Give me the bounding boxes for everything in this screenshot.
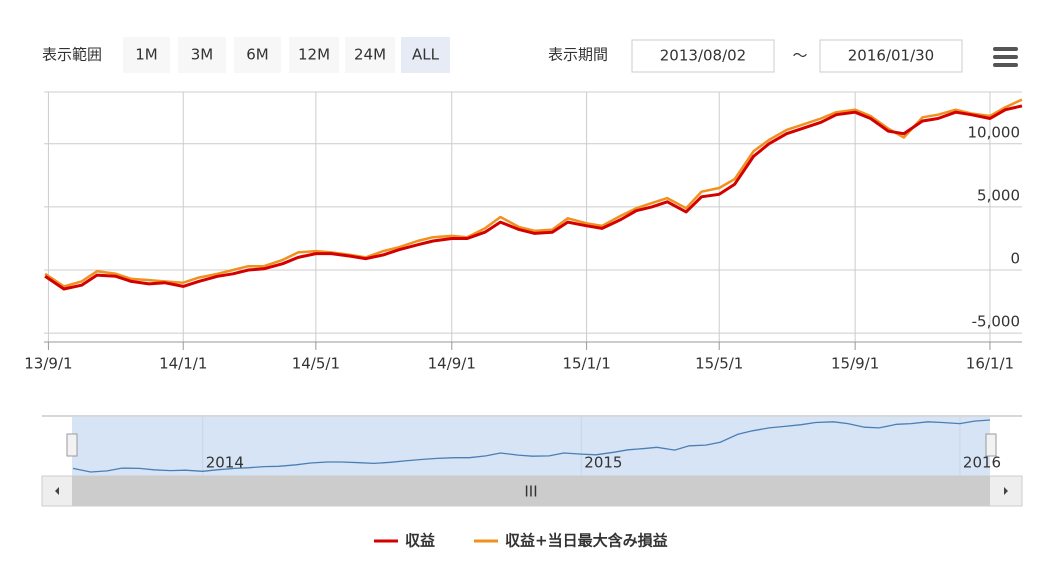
- menu-bar[interactable]: [993, 63, 1018, 67]
- range-button[interactable]: [178, 37, 226, 73]
- navigator-handle[interactable]: [66, 433, 78, 457]
- menu-bar[interactable]: [993, 47, 1018, 51]
- menu-bar[interactable]: [993, 55, 1018, 59]
- from-input[interactable]: [631, 39, 775, 73]
- range-label: 表示範囲: [42, 46, 102, 64]
- x-tick-label: 15/5/1: [695, 355, 743, 373]
- y-tick-label: 5,000: [977, 186, 1020, 204]
- range-button-label[interactable]: 6M: [246, 46, 269, 64]
- x-tick-label: 16/1/1: [966, 355, 1014, 373]
- navigator-mask[interactable]: [72, 417, 990, 476]
- navigator-tick-label: 2014: [206, 454, 244, 472]
- to-date[interactable]: 2016/01/30: [848, 47, 934, 65]
- range-button[interactable]: [234, 37, 281, 73]
- menu-button[interactable]: [993, 47, 1018, 67]
- range-button-label[interactable]: 1M: [135, 46, 158, 64]
- range-button[interactable]: [289, 37, 339, 73]
- to-input[interactable]: [819, 39, 963, 73]
- range-button-label[interactable]: 3M: [191, 46, 214, 64]
- range-button-label[interactable]: 24M: [354, 46, 386, 64]
- y-tick-label: -5,000: [972, 313, 1020, 331]
- period-label: 表示期間: [548, 46, 608, 64]
- y-tick-label: 0: [1010, 250, 1020, 268]
- navigator-handle[interactable]: [985, 433, 997, 457]
- x-tick-label: 14/5/1: [292, 355, 340, 373]
- navigator-tick-label: 2015: [584, 454, 622, 472]
- x-tick-label: 15/1/1: [562, 355, 610, 373]
- series-line: [44, 104, 1023, 291]
- x-tick-label: 15/9/1: [831, 355, 879, 373]
- range-button[interactable]: [123, 37, 170, 73]
- scrollbar-thumb[interactable]: [72, 476, 990, 506]
- x-tick-label: 14/1/1: [159, 355, 207, 373]
- scrollbar-grip: III: [524, 483, 537, 501]
- navigator-line: [72, 419, 991, 473]
- range-button[interactable]: [345, 37, 395, 73]
- legend-label[interactable]: 収益: [405, 532, 435, 550]
- range-button[interactable]: [401, 37, 450, 73]
- series-line: [44, 98, 1023, 288]
- from-date[interactable]: 2013/08/02: [660, 47, 746, 65]
- x-tick-label: 14/9/1: [428, 355, 476, 373]
- range-button-label[interactable]: ALL: [412, 46, 440, 64]
- legend-label[interactable]: 収益+当日最大含み損益: [505, 532, 668, 550]
- tilde: ～: [792, 47, 807, 65]
- range-buttons: 1M 3M 6M 12M 24M ALL: [123, 37, 450, 73]
- y-tick-label: 10,000: [968, 123, 1021, 141]
- navigator-tick-label: 2016: [963, 454, 1001, 472]
- range-button-label[interactable]: 12M: [298, 46, 330, 64]
- scroll-left[interactable]: [55, 487, 59, 495]
- scroll-right[interactable]: [1004, 487, 1008, 495]
- grid: [44, 92, 1022, 342]
- x-tick-label: 13/9/1: [24, 355, 72, 373]
